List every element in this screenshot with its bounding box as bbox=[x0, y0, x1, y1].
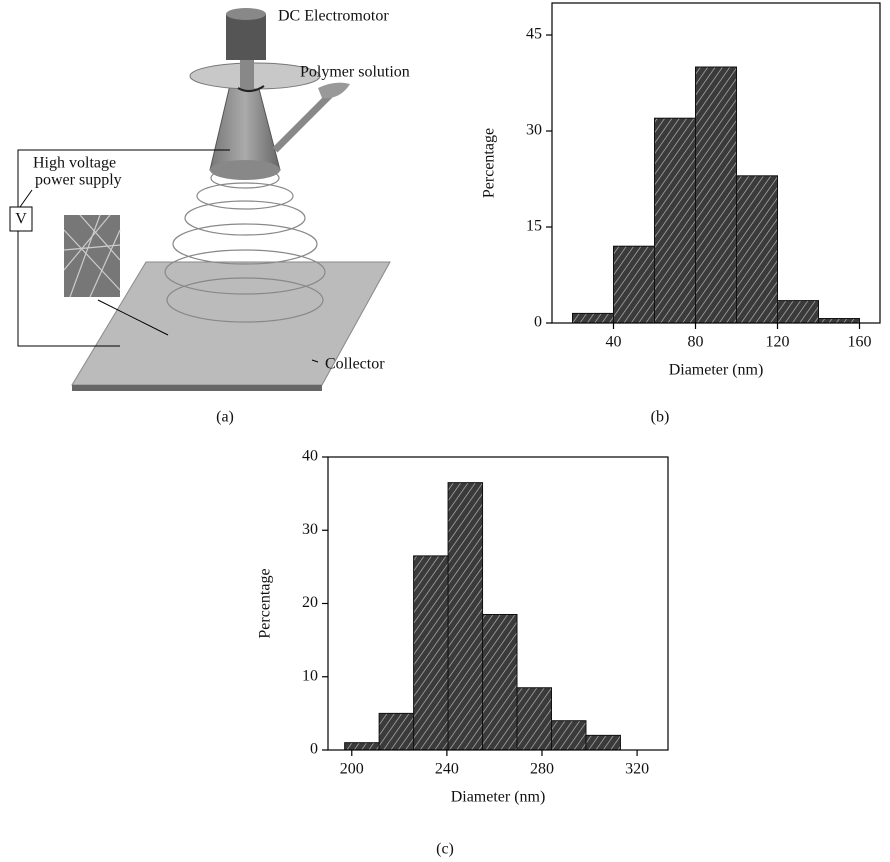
motor-body bbox=[226, 14, 266, 60]
voltmeter-box bbox=[9, 206, 33, 232]
y-axis-label: Percentage bbox=[481, 128, 498, 198]
bar bbox=[550, 720, 587, 751]
y-tick-label: 10 bbox=[302, 667, 318, 684]
y-tick-label: 30 bbox=[302, 521, 318, 538]
fiber-texture bbox=[63, 214, 121, 298]
bar bbox=[585, 734, 621, 751]
x-tick-label: 160 bbox=[848, 334, 872, 351]
bar bbox=[654, 117, 696, 324]
x-axis-label: Diameter (nm) bbox=[451, 789, 546, 806]
panel-caption: (c) bbox=[436, 841, 454, 858]
y-axis-label: Percentage bbox=[257, 568, 274, 638]
x-tick-label: 280 bbox=[530, 761, 554, 778]
x-tick-label: 80 bbox=[688, 334, 704, 351]
bar bbox=[613, 245, 655, 324]
collector-edge bbox=[72, 385, 322, 391]
y-tick-label: 45 bbox=[526, 26, 542, 43]
histogram-chart: 0 15 30 45 40 80 120 160 Diameter (nm) Percentage… bbox=[481, 2, 881, 426]
bar bbox=[413, 555, 449, 751]
solution-funnel bbox=[318, 82, 350, 99]
y-tick-label: 15 bbox=[526, 218, 542, 235]
bar bbox=[695, 66, 737, 324]
x-tick-label: 200 bbox=[340, 761, 364, 778]
plot-frame bbox=[551, 2, 881, 324]
y-tick-label: 0 bbox=[310, 741, 318, 758]
x-axis-label: Diameter (nm) bbox=[669, 362, 764, 379]
bar bbox=[818, 318, 860, 324]
y-tick-label: 40 bbox=[302, 448, 318, 465]
panel-caption: (b) bbox=[651, 409, 670, 426]
bar bbox=[447, 482, 484, 751]
bar bbox=[516, 687, 552, 751]
nozzle-cone bbox=[209, 84, 281, 171]
collector-label: Collector bbox=[325, 356, 385, 373]
rotating-disc bbox=[189, 62, 321, 90]
bar bbox=[736, 175, 778, 324]
apparatus-diagram: DC Electromotor Polymer solution High vo… bbox=[9, 8, 410, 426]
solution-label: Polymer solution bbox=[300, 64, 410, 81]
bar bbox=[344, 742, 380, 751]
sem-image bbox=[64, 215, 120, 297]
rotation-arrow bbox=[237, 85, 265, 92]
x-tick-label: 240 bbox=[435, 761, 459, 778]
supply-pointer bbox=[19, 189, 33, 208]
y-tick-label: 20 bbox=[302, 594, 318, 611]
supply-label: High voltage bbox=[33, 155, 116, 172]
bar bbox=[777, 300, 819, 324]
bar bbox=[572, 312, 614, 324]
voltmeter-label: V bbox=[15, 211, 27, 228]
panel-caption: (a) bbox=[216, 409, 234, 426]
x-tick-label: 40 bbox=[606, 334, 622, 351]
bar bbox=[378, 712, 415, 751]
x-tick-label: 320 bbox=[625, 761, 649, 778]
nozzle-base bbox=[210, 160, 280, 180]
y-tick-label: 30 bbox=[526, 122, 542, 139]
histogram-chart: 0 10 20 30 40 200 240 280 320 Diameter (nm) Percen… bbox=[257, 448, 669, 858]
image-arrow bbox=[97, 299, 169, 336]
motor-top bbox=[226, 8, 266, 20]
x-tick-label: 120 bbox=[766, 334, 790, 351]
supply-label: power supply bbox=[35, 172, 122, 189]
motor-label: DC Electromotor bbox=[278, 8, 389, 25]
bar bbox=[482, 613, 518, 751]
feed-tube bbox=[272, 92, 333, 153]
y-tick-label: 0 bbox=[534, 314, 542, 331]
collector-pointer bbox=[311, 359, 319, 363]
circuit-wire bbox=[17, 149, 230, 347]
